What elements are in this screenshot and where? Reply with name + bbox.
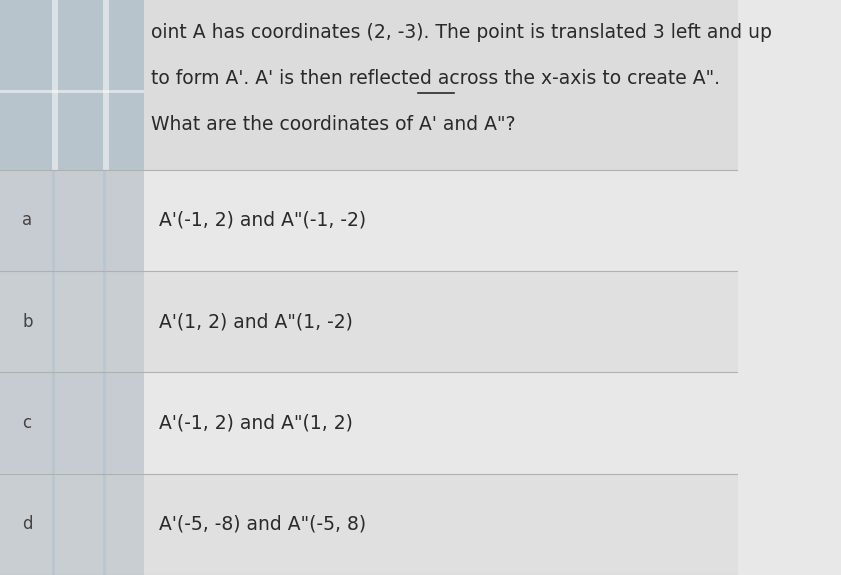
- Bar: [103, 271, 106, 373]
- Text: to form A'. A' is then reflected across the x-axis to create A".: to form A'. A' is then reflected across …: [151, 69, 721, 88]
- Bar: [51, 474, 55, 575]
- Bar: [0, 90, 144, 93]
- Bar: [0, 170, 738, 271]
- Bar: [51, 0, 57, 170]
- Text: A'(1, 2) and A"(1, -2): A'(1, 2) and A"(1, -2): [159, 312, 352, 331]
- Bar: [0, 271, 144, 373]
- Bar: [0, 474, 144, 575]
- Text: a: a: [22, 211, 32, 229]
- Bar: [0, 373, 738, 474]
- Text: A'(-5, -8) and A"(-5, 8): A'(-5, -8) and A"(-5, 8): [159, 515, 366, 534]
- Bar: [103, 170, 106, 271]
- Text: A'(-1, 2) and A"(-1, -2): A'(-1, 2) and A"(-1, -2): [159, 211, 366, 230]
- Bar: [51, 373, 55, 474]
- Text: oint A has coordinates (2, -3). The point is translated 3 left and up: oint A has coordinates (2, -3). The poin…: [151, 23, 772, 42]
- Bar: [0, 373, 144, 474]
- Bar: [51, 271, 55, 373]
- Bar: [103, 474, 106, 575]
- Text: b: b: [22, 313, 33, 331]
- Text: c: c: [22, 414, 31, 432]
- Bar: [103, 373, 106, 474]
- Text: d: d: [22, 515, 33, 534]
- Bar: [51, 170, 55, 271]
- Text: What are the coordinates of A' and A"?: What are the coordinates of A' and A"?: [151, 115, 516, 134]
- Bar: [0, 170, 144, 271]
- Bar: [0, 0, 144, 170]
- Bar: [103, 0, 109, 170]
- Text: A'(-1, 2) and A"(1, 2): A'(-1, 2) and A"(1, 2): [159, 413, 352, 432]
- Bar: [0, 0, 738, 170]
- Bar: [0, 474, 738, 575]
- Bar: [0, 271, 738, 373]
